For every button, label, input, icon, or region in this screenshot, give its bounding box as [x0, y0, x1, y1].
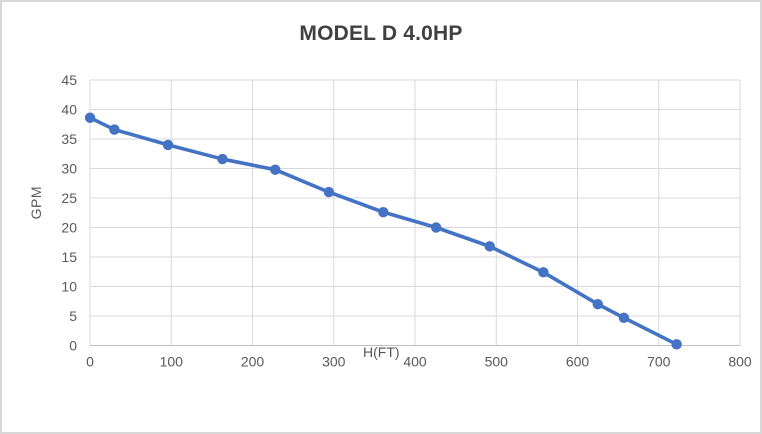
x-tick-label: 400: [403, 354, 427, 370]
data-point-marker: [162, 139, 174, 151]
data-point-marker: [378, 206, 389, 218]
data-point-marker: [538, 267, 549, 278]
y-tick-label: 25: [61, 190, 77, 206]
y-tick-label: 40: [61, 102, 77, 118]
x-tick-label: 300: [322, 354, 346, 370]
x-tick-label: 700: [647, 354, 671, 370]
y-tick-label: 10: [61, 279, 77, 295]
data-point-marker: [618, 312, 630, 323]
data-point-marker: [671, 339, 682, 350]
x-tick-label: 500: [485, 354, 509, 370]
y-tick-label: 0: [69, 338, 77, 354]
data-point-marker: [84, 112, 96, 123]
x-tick-label: 100: [160, 354, 184, 370]
chart-title: MODEL D 4.0HP: [299, 22, 463, 45]
data-point-marker: [484, 241, 495, 252]
data-point-marker: [430, 222, 442, 233]
y-tick-label: 5: [69, 308, 77, 324]
y-tick-label: 45: [61, 72, 77, 88]
x-axis-title: H(FT): [363, 344, 400, 360]
series-line: [88, 115, 679, 347]
y-tick-label: 30: [61, 161, 77, 177]
y-tick-label: 35: [61, 131, 77, 147]
x-tick-label: 600: [566, 354, 590, 370]
data-point-marker: [323, 186, 335, 198]
data-point-marker: [217, 153, 228, 165]
x-tick-label: 200: [241, 354, 265, 370]
data-point-marker: [592, 299, 604, 310]
data-point-marker: [270, 164, 281, 175]
x-tick-label: 0: [86, 354, 94, 370]
y-tick-label: 15: [61, 249, 77, 265]
x-tick-label: 800: [728, 354, 752, 370]
data-point-marker: [109, 124, 120, 135]
y-tick-label: 20: [61, 220, 77, 236]
